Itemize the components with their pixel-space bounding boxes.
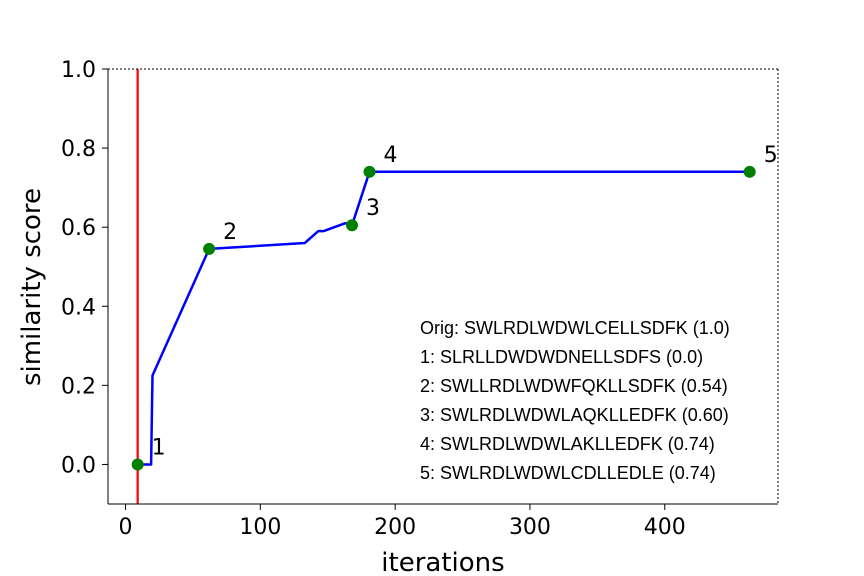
point-label-5: 5 (764, 143, 778, 168)
point-label-2: 2 (223, 220, 237, 245)
point-label-4: 4 (384, 143, 398, 168)
x-tick-label: 0 (119, 515, 133, 540)
annotation-line-3: 3: SWLRDLWDWLAQKLLEDFK (0.60) (420, 405, 729, 425)
highlight-point-1 (131, 458, 144, 471)
highlight-point-5 (743, 165, 756, 178)
y-tick-label: 0.4 (61, 295, 96, 320)
highlight-point-4 (363, 165, 376, 178)
annotation-line-5: 5: SWLRDLWDWLCDLLEDLE (0.74) (420, 463, 716, 483)
point-label-3: 3 (366, 196, 380, 221)
y-tick-label: 1.0 (61, 58, 96, 83)
highlight-point-3 (346, 219, 359, 232)
annotation-line-0: Orig: SWLRDLWDWLCELLSDFK (1.0) (420, 318, 730, 338)
annotation-line-4: 4: SWLRDLWDWLAKLLEDFK (0.74) (420, 434, 715, 454)
y-tick-label: 0.6 (61, 216, 96, 241)
plot-background (108, 69, 778, 504)
y-tick-label: 0.8 (61, 137, 96, 162)
x-tick-label: 200 (374, 515, 416, 540)
x-tick-label: 300 (509, 515, 551, 540)
series-line-0 (137, 170, 750, 466)
y-axis-label: similarity score (17, 188, 47, 386)
y-tick-label: 0.0 (61, 453, 96, 478)
sequence-annotation: Orig: SWLRDLWDWLCELLSDFK (1.0) 1: SLRLLDW… (420, 318, 730, 483)
x-axis-label: iterations (381, 548, 504, 576)
x-tick-label: 100 (239, 515, 281, 540)
x-tick-label: 400 (644, 515, 686, 540)
annotation-line-2: 2: SWLLRDLWDWFQKLLSDFK (0.54) (420, 376, 728, 396)
y-tick-label: 0.2 (61, 374, 96, 399)
highlight-point-2 (203, 242, 216, 255)
annotation-line-1: 1: SLRLLDWDWDNELLSDFS (0.0) (420, 347, 703, 367)
point-label-1: 1 (152, 435, 166, 460)
